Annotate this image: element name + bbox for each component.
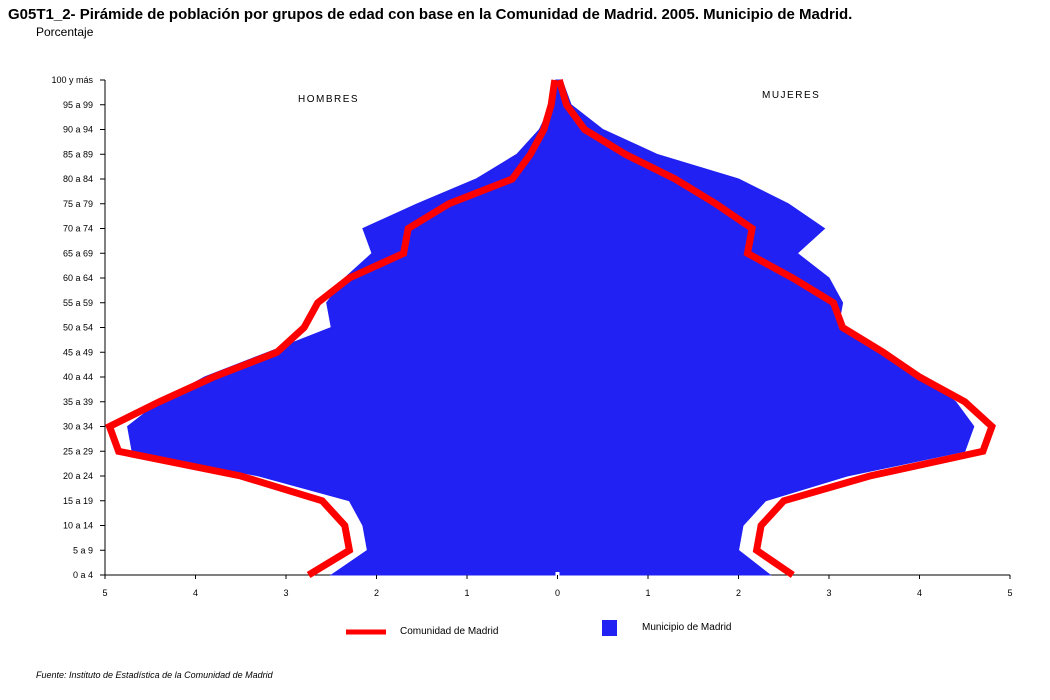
y-tick-label: 25 a 29: [63, 446, 93, 456]
x-tick-label: 4: [917, 588, 922, 598]
x-tick-label: 4: [193, 588, 198, 598]
x-tick-label: 3: [283, 588, 288, 598]
x-tick-label: 3: [826, 588, 831, 598]
y-axis-ticks: 0 a 4 5 a 9 10 a 14 15 a 19 20 a 24 25 a 29 30…: [51, 75, 105, 580]
y-tick-label: 75 a 79: [63, 199, 93, 209]
y-tick-label: 70 a 74: [63, 224, 93, 234]
legend-comunidad-label: Comunidad de Madrid: [400, 626, 498, 637]
series-comunidad-line-men: [105, 79, 559, 578]
x-tick-label: 5: [102, 588, 107, 598]
y-tick-label: 0 a 4: [73, 570, 93, 580]
chart-marks: [105, 79, 996, 578]
y-tick-label: 40 a 44: [63, 372, 93, 382]
y-tick-label: 45 a 49: [63, 347, 93, 357]
x-tick-label: 2: [374, 588, 379, 598]
y-tick-label: 30 a 34: [63, 422, 93, 432]
legend-municipio-swatch: [602, 620, 617, 636]
x-tick-label: 0: [555, 588, 560, 598]
y-tick-label: 80 a 84: [63, 174, 93, 184]
chart-source: Fuente: Instituto de Estadística de la C…: [36, 670, 273, 680]
y-tick-label: 5 a 9: [73, 545, 93, 555]
y-tick-label: 90 a 94: [63, 125, 93, 135]
y-tick-label: 50 a 54: [63, 323, 93, 333]
women-side-label: MUJERES: [762, 90, 820, 101]
series-comunidad-line-women: [555, 79, 996, 578]
origin-marker: [555, 572, 560, 576]
y-tick-label: 55 a 59: [63, 298, 93, 308]
y-tick-label: 95 a 99: [63, 100, 93, 110]
y-tick-label: 85 a 89: [63, 149, 93, 159]
y-tick-label: 60 a 64: [63, 273, 93, 283]
y-tick-label: 20 a 24: [63, 471, 93, 481]
y-tick-label: 10 a 14: [63, 521, 93, 531]
chart-subtitle: Porcentaje: [36, 25, 94, 39]
legend-municipio-label: Municipio de Madrid: [642, 622, 732, 633]
chart-title: G05T1_2- Pirámide de población por grupo…: [8, 6, 853, 23]
y-tick-label: 35 a 39: [63, 397, 93, 407]
y-tick-label: 100 y más: [51, 75, 93, 85]
x-axis-ticks: 5 4 3 2 1 0 1 2 3 4 5: [102, 575, 1013, 598]
y-tick-label: 15 a 19: [63, 496, 93, 506]
x-tick-label: 1: [645, 588, 650, 598]
men-side-label: HOMBRES: [298, 94, 359, 105]
x-tick-label: 1: [464, 588, 469, 598]
x-tick-label: 2: [736, 588, 741, 598]
x-tick-label: 5: [1007, 588, 1012, 598]
y-tick-label: 65 a 69: [63, 248, 93, 258]
